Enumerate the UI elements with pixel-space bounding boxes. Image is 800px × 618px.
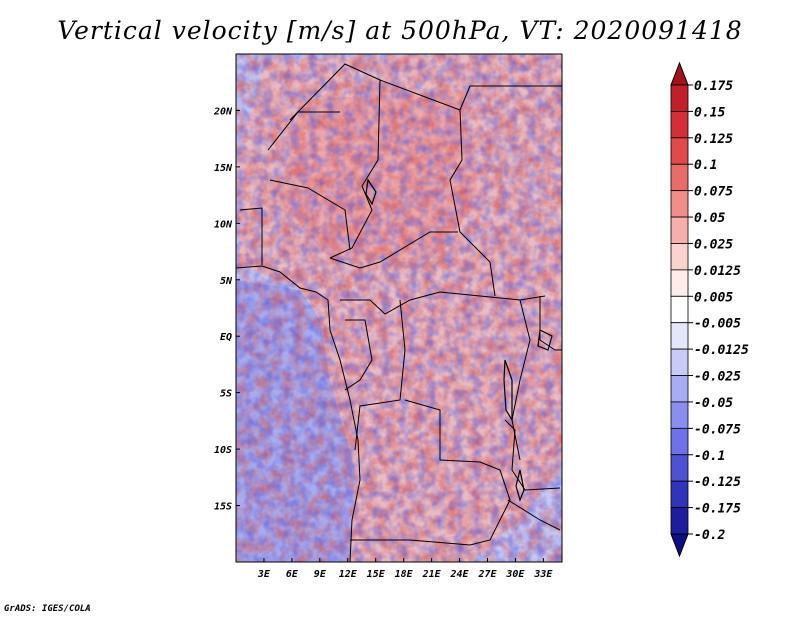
y-tick-label: 10S (214, 445, 232, 456)
colorbar: 0.175 0.15 0.125 0.1 0.075 0.05 0.025 0.0125 0.0… (670, 61, 749, 558)
colorbar-label: -0.025 (694, 370, 741, 385)
x-tick-label: 24E (450, 569, 470, 580)
colorbar-box (670, 427, 689, 456)
colorbar-label: 0.125 (694, 132, 733, 147)
colorbar-label: 0.005 (694, 290, 733, 305)
x-tick-label: 18E (395, 569, 414, 580)
lakes (365, 178, 553, 502)
x-tick-label: 6E (286, 569, 299, 580)
x-tick-label: 21E (422, 569, 442, 580)
colorbar-label: 0.175 (694, 79, 733, 94)
colorbar-box (670, 480, 689, 508)
colorbar-box (670, 454, 689, 482)
x-tick-label: 30E (505, 569, 525, 580)
colorbar-box (670, 348, 689, 376)
colorbar-label: -0.1 (694, 449, 725, 464)
colorbar-label: -0.0125 (694, 343, 749, 358)
y-tick-label: 5S (220, 389, 232, 400)
colorbar-box (670, 190, 689, 218)
colorbar-label: -0.175 (694, 502, 741, 517)
y-tick-label: EQ (220, 332, 232, 343)
chart-title: Vertical velocity [m/s] at 500hPa, VT: 2… (57, 16, 743, 45)
x-tick-label: 15E (367, 569, 386, 580)
colorbar-box (670, 507, 689, 535)
colorbar-box (670, 137, 689, 165)
colorbar-label: -0.125 (694, 475, 741, 490)
colorbar-label: -0.2 (694, 528, 725, 543)
x-tick-label: 27E (477, 569, 497, 580)
colorbar-box (670, 401, 689, 429)
colorbar-box (670, 295, 689, 324)
colorbar-box (670, 375, 689, 403)
colorbar-max-triangle (670, 61, 689, 86)
y-tick-label: 20N (213, 106, 233, 117)
x-tick-label: 3E (257, 569, 271, 580)
y-tick-label: 15N (214, 163, 233, 174)
colorbar-box (670, 322, 689, 350)
colorbar-box (670, 84, 689, 112)
colorbar-label: 0.1 (694, 158, 717, 173)
colorbar-box (670, 163, 689, 192)
colorbar-label: 0.15 (694, 105, 725, 120)
coastlines-borders (236, 63, 562, 562)
colorbar-box (670, 269, 689, 297)
colorbar-box (670, 216, 689, 244)
colorbar-label: 0.0125 (694, 264, 741, 279)
map-field (236, 54, 562, 562)
blue-noise-layer (236, 54, 562, 562)
grads-credit: GrADS: IGES/COLA (4, 604, 91, 614)
y-tick-label: 10N (214, 219, 233, 230)
colorbar-label: -0.005 (694, 317, 741, 332)
colorbar-min-triangle (670, 533, 689, 558)
colorbar-label: 0.05 (694, 211, 725, 226)
axes: 3E 6E 9E 12E 15E 18E 21E 24E 27E 30E 33E 20N 15N 10N 5… (213, 106, 553, 580)
plot-frame (235, 53, 563, 563)
x-tick-label: 12E (339, 569, 358, 580)
colorbar-label: -0.05 (694, 396, 733, 411)
colorbar-label: 0.025 (694, 237, 733, 252)
colorbar-box (670, 243, 689, 271)
colorbar-label: -0.075 (694, 422, 741, 437)
x-tick-label: 9E (314, 569, 327, 580)
colorbar-label: 0.075 (694, 185, 733, 200)
y-tick-label: 15S (214, 502, 232, 513)
x-tick-label: 33E (533, 569, 553, 580)
colorbar-box (670, 111, 689, 139)
y-tick-label: 5N (220, 276, 233, 287)
